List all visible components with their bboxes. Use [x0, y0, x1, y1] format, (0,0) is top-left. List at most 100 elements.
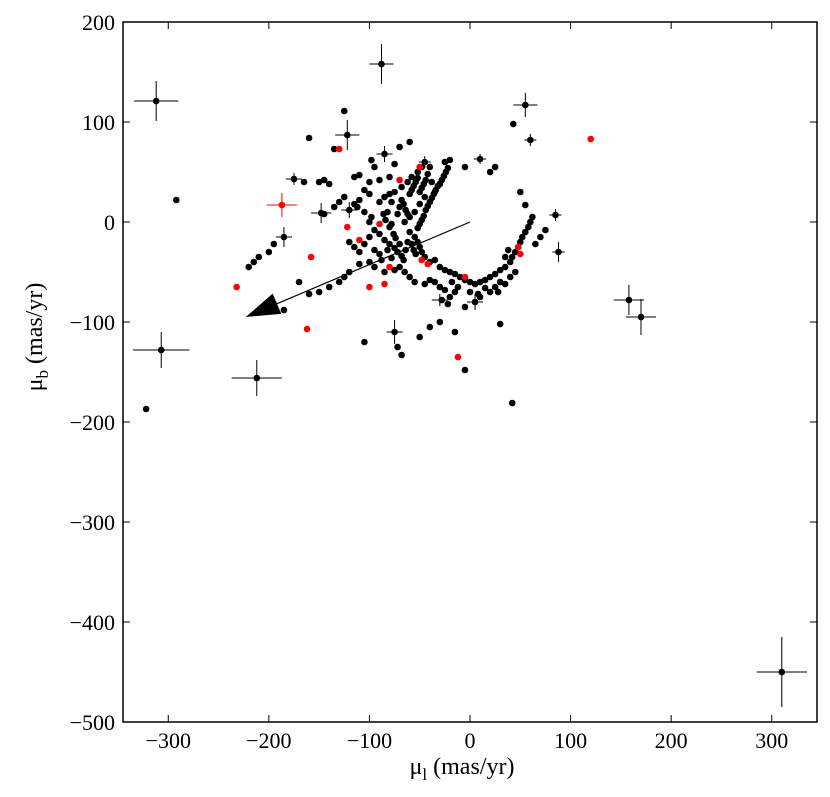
- black-data-point: [778, 668, 786, 676]
- red-data-point: [335, 145, 343, 153]
- black-data-point: [361, 208, 368, 216]
- black-data-point: [506, 258, 514, 266]
- black-data-point: [142, 405, 150, 413]
- plot-frame: [122, 21, 818, 723]
- black-data-point: [335, 198, 343, 206]
- black-data-point: [421, 193, 429, 201]
- red-data-point: [307, 253, 315, 261]
- black-data-point: [426, 323, 434, 331]
- black-data-point: [416, 200, 424, 208]
- black-data-point: [396, 143, 403, 151]
- black-data-point: [625, 296, 633, 304]
- black-data-point: [351, 200, 358, 208]
- black-data-point: [411, 208, 418, 216]
- red-data-point: [376, 220, 383, 228]
- black-data-point: [295, 278, 303, 286]
- black-data-point: [486, 168, 494, 176]
- black-data-point: [451, 288, 459, 296]
- black-data-point: [411, 278, 418, 286]
- black-data-point: [466, 278, 474, 286]
- black-data-point: [448, 278, 456, 286]
- black-data-point: [471, 280, 479, 288]
- black-data-point: [436, 283, 444, 291]
- black-data-point: [265, 248, 273, 256]
- black-data-point: [511, 248, 519, 256]
- black-data-point: [508, 399, 516, 407]
- red-data-point: [303, 325, 311, 333]
- red-data-point: [587, 135, 594, 143]
- black-data-point: [519, 233, 526, 241]
- black-data-point: [368, 156, 375, 164]
- black-data-point: [315, 178, 323, 186]
- black-data-point: [305, 290, 313, 298]
- black-data-point: [446, 268, 454, 276]
- black-data-point: [386, 190, 393, 198]
- black-data-point: [406, 228, 413, 236]
- black-data-point: [330, 203, 338, 211]
- black-data-point: [404, 178, 411, 186]
- y-tick-label: −100: [70, 310, 115, 335]
- black-data-point: [491, 270, 499, 278]
- black-data-point: [384, 246, 391, 254]
- black-data-point: [394, 343, 401, 351]
- y-tick-label: −300: [70, 510, 115, 535]
- black-data-point: [361, 240, 368, 248]
- black-data-point: [501, 263, 509, 271]
- black-data-point: [444, 300, 452, 308]
- x-tick-label: −200: [246, 728, 291, 753]
- black-data-point: [386, 240, 393, 248]
- black-data-point: [481, 276, 489, 284]
- black-data-point: [481, 284, 489, 292]
- black-data-point: [421, 280, 429, 288]
- red-data-point: [516, 250, 524, 258]
- black-data-point: [376, 230, 383, 238]
- arrow-shaft: [276, 221, 471, 305]
- black-data-point: [325, 283, 333, 291]
- black-data-point: [280, 306, 288, 314]
- black-data-point: [378, 60, 385, 68]
- black-data-point: [422, 176, 430, 184]
- black-data-point: [406, 273, 413, 281]
- black-data-point: [504, 246, 512, 254]
- black-data-point: [401, 268, 408, 276]
- black-data-point: [361, 186, 368, 194]
- black-data-point: [245, 263, 253, 271]
- black-data-point: [330, 145, 338, 153]
- black-data-point: [416, 333, 424, 341]
- black-data-point: [368, 213, 375, 221]
- black-data-point: [173, 196, 180, 204]
- black-data-point: [496, 320, 504, 328]
- black-data-point: [542, 226, 549, 234]
- black-data-point: [420, 212, 428, 220]
- black-data-point: [421, 158, 429, 166]
- black-data-point: [391, 188, 398, 196]
- black-data-point: [343, 131, 351, 139]
- black-data-point: [335, 278, 343, 286]
- arrow-head: [245, 293, 282, 317]
- black-data-point: [446, 293, 454, 301]
- x-tick-label: 200: [655, 728, 688, 753]
- y-axis-label: μb (mas/yr): [22, 283, 52, 392]
- black-data-point: [451, 328, 459, 336]
- black-data-point: [376, 250, 383, 258]
- black-data-point: [486, 273, 494, 281]
- black-data-point: [366, 178, 373, 186]
- black-data-point: [555, 248, 562, 256]
- black-data-point: [491, 163, 499, 171]
- black-data-point: [382, 216, 389, 224]
- black-data-point: [431, 278, 439, 286]
- black-data-point: [401, 218, 408, 226]
- data-points: [142, 60, 786, 676]
- black-data-point: [253, 374, 261, 382]
- error-bars: [133, 44, 807, 707]
- black-data-point: [501, 280, 509, 288]
- black-data-point: [451, 270, 459, 278]
- black-data-point: [320, 176, 328, 184]
- black-data-point: [441, 266, 449, 274]
- black-data-point: [394, 210, 401, 218]
- black-data-point: [474, 290, 482, 298]
- black-data-point: [527, 218, 534, 226]
- black-data-point: [371, 263, 378, 271]
- black-data-point: [444, 164, 452, 172]
